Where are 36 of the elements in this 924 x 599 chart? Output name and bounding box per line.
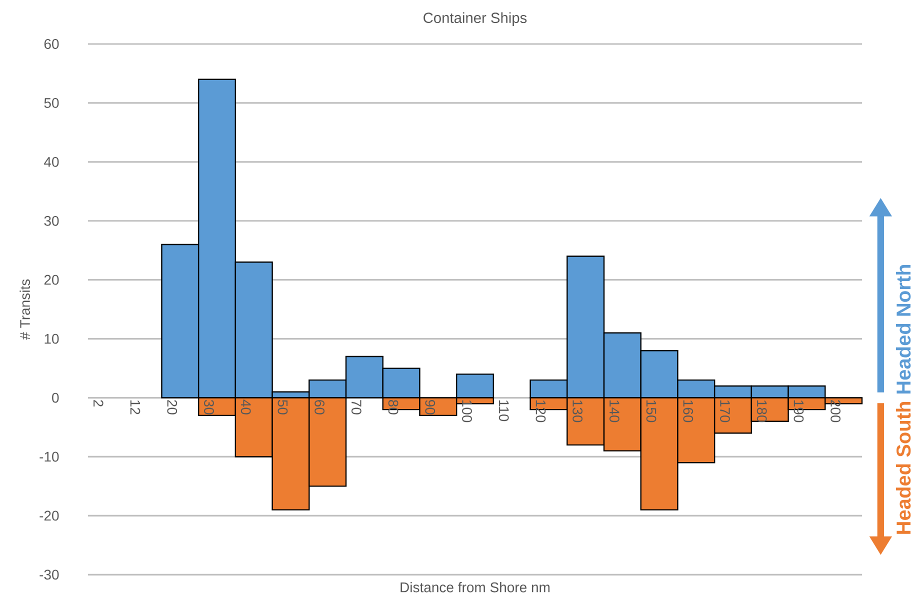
y-tick-label: -10	[40, 452, 59, 462]
x-tick-label: 30	[204, 400, 214, 415]
y-tick-label: 0	[52, 392, 59, 403]
x-tick-label: 2	[94, 400, 104, 407]
x-tick-label: 150	[646, 400, 656, 422]
text: Headed South	[896, 402, 911, 534]
chart-title: Container Ships	[424, 12, 527, 26]
x-tick-label: 120	[536, 400, 546, 422]
y-tick-label: 40	[44, 157, 59, 168]
x-tick-label: 50	[278, 400, 288, 415]
x-tick-label: 70	[351, 400, 362, 415]
x-tick-label: 90	[425, 400, 436, 415]
x-tick-label: 200	[830, 400, 841, 422]
x-axis-title: Distance from Shore nm	[400, 582, 550, 592]
x-tick-label: 80	[388, 400, 398, 415]
x-tick-label: 20	[167, 400, 178, 415]
x-tick-label: 190	[794, 400, 804, 422]
y-tick-label: -20	[40, 510, 59, 521]
x-tick-label: 140	[609, 400, 620, 422]
y-tick-label: -30	[40, 570, 59, 580]
y-axis-title: # Transits	[20, 280, 30, 340]
x-tick-label: 40	[240, 400, 251, 415]
x-tick-label: 160	[683, 400, 694, 422]
x-tick-label: 180	[756, 400, 767, 422]
x-tick-label: 60	[314, 400, 325, 415]
x-tick-label: 12	[130, 400, 140, 414]
x-tick-label: 110	[498, 400, 509, 422]
text: Headed North	[896, 265, 911, 394]
x-tick-label: 100	[462, 400, 472, 422]
y-tick-label: 50	[44, 98, 59, 108]
x-tick-label: 170	[720, 400, 730, 422]
x-tick-label: 130	[572, 400, 583, 422]
y-tick-label: 60	[44, 39, 59, 50]
y-tick-label: 10	[44, 334, 59, 344]
y-tick-label: 20	[44, 275, 59, 285]
y-tick-label: 30	[44, 216, 59, 226]
